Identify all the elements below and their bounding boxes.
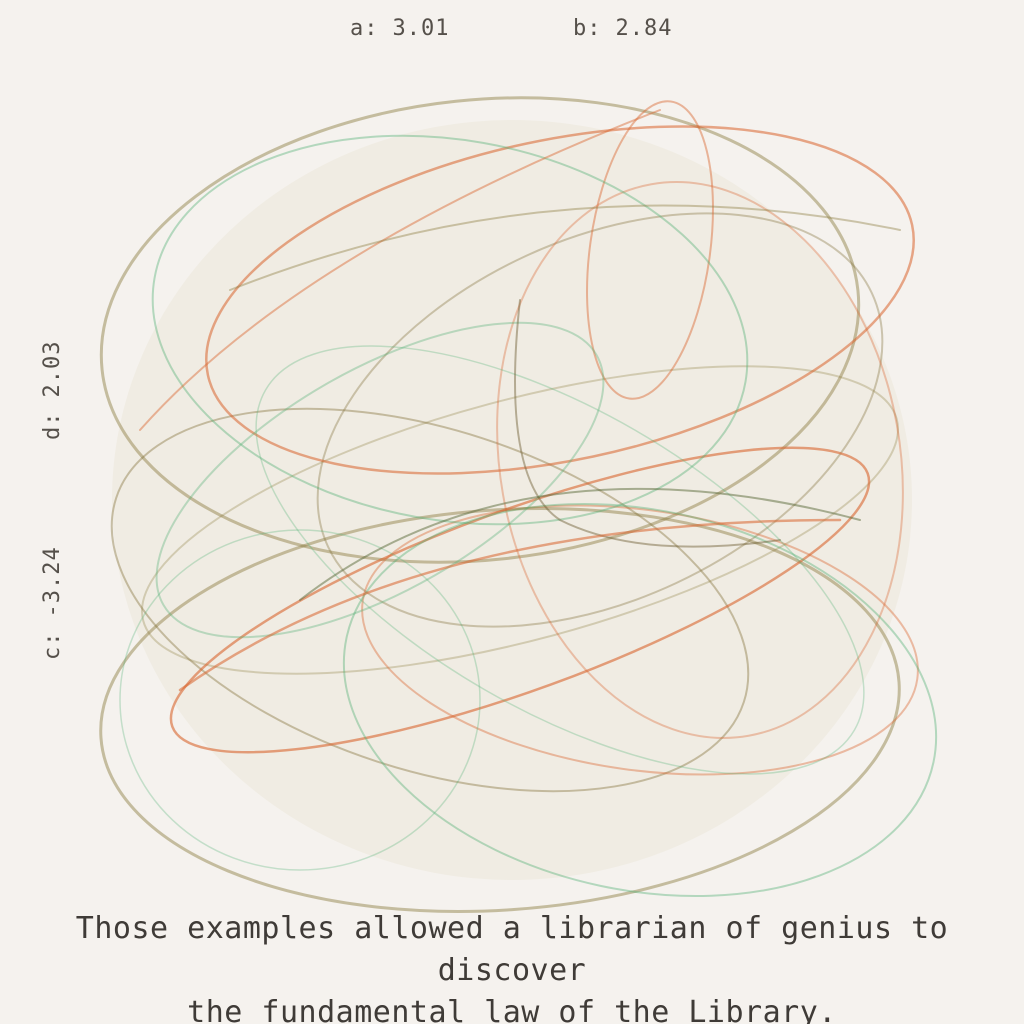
parameter-a-label: a:	[350, 16, 379, 41]
parameter-c-value: -3.24	[40, 546, 65, 618]
caption-line-2: the fundamental law of the Library.	[187, 995, 837, 1024]
parameter-a-value: 3.01	[392, 16, 450, 41]
parameter-d-label: d:	[40, 411, 65, 441]
parameter-b: b: 2.84	[573, 16, 672, 41]
parameter-d: d: 2.03	[40, 341, 65, 440]
parameter-b-label: b:	[573, 16, 602, 41]
caption-line-1: Those examples allowed a librarian of ge…	[75, 911, 949, 988]
parameter-c-label: c:	[40, 631, 65, 661]
parameter-c: c: -3.24	[40, 546, 65, 660]
parameter-b-value: 2.84	[615, 16, 673, 41]
parameter-d-value: 2.03	[40, 340, 65, 398]
parameter-a: a: 3.01	[350, 16, 449, 41]
caption-quote: Those examples allowed a librarian of ge…	[0, 908, 1024, 1024]
